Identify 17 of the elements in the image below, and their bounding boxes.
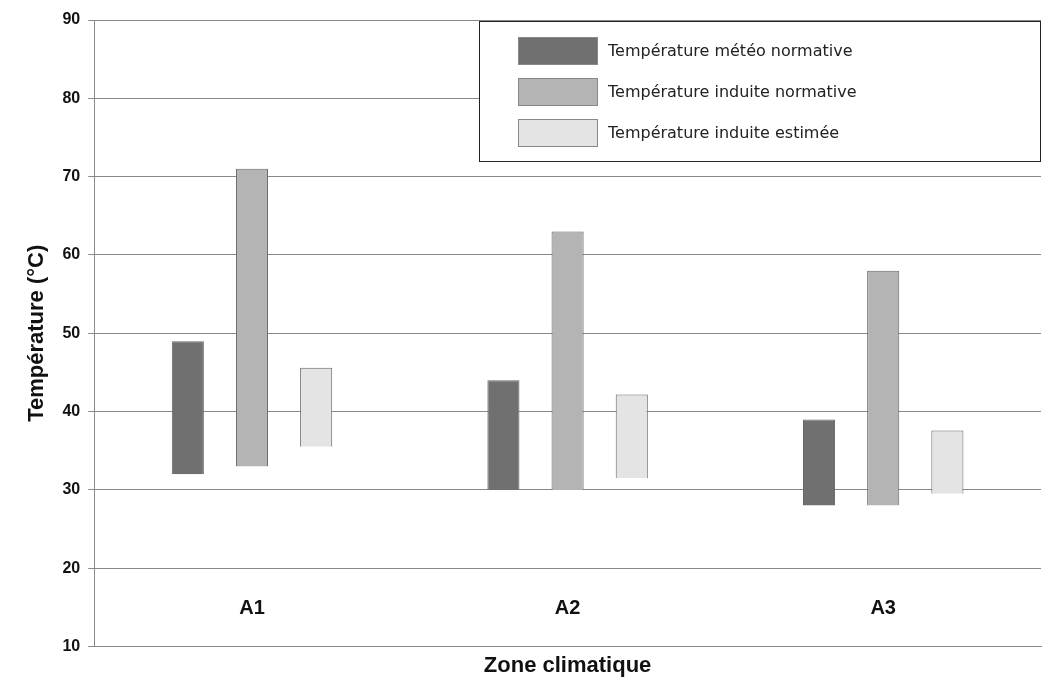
y-tick-label: 70 <box>62 167 81 185</box>
y-tick-label: 80 <box>62 88 81 106</box>
legend-label: Température induite estimée <box>608 123 840 142</box>
y-tick-label: 40 <box>62 402 81 420</box>
x-axis-title: Zone climatique <box>483 651 652 677</box>
y-tick-label: 90 <box>62 10 81 28</box>
y-tick-label: 60 <box>62 245 81 263</box>
x-tick-label: A3 <box>870 596 896 619</box>
legend-label: Température induite normative <box>608 82 857 101</box>
y-axis-title: Température (°C) <box>23 244 49 422</box>
y-tick-label: 20 <box>62 558 81 576</box>
y-tick-label: 50 <box>62 323 81 341</box>
y-tick-label: 10 <box>62 637 81 655</box>
x-tick-label: A2 <box>554 596 581 619</box>
x-tick-label: A1 <box>239 596 265 619</box>
legend-label: Température météo normative <box>608 41 853 60</box>
y-tick-label: 30 <box>62 480 81 498</box>
